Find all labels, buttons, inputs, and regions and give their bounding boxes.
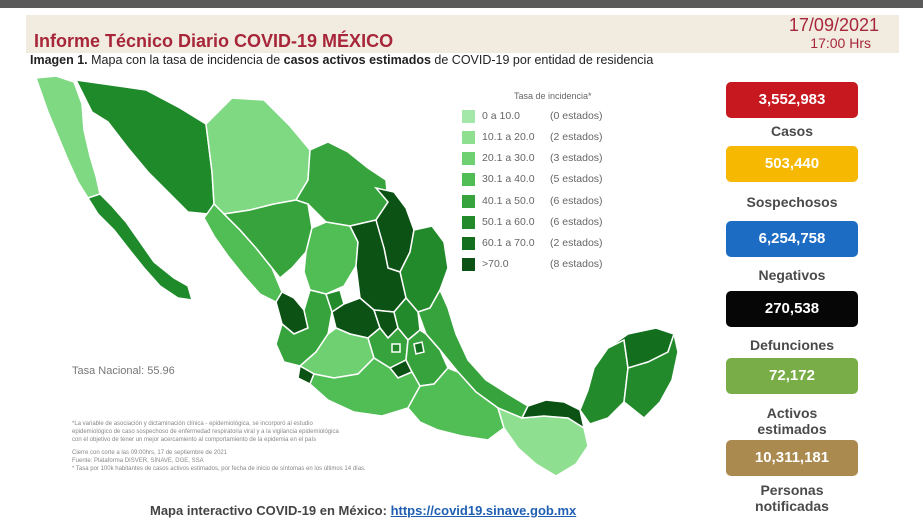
footnote-line: *La variable de asociación y dictaminaci… — [72, 421, 313, 427]
state-chihuahua — [205, 97, 311, 215]
report-date: 17/09/2021 — [788, 15, 879, 35]
state-baja-california — [34, 75, 101, 199]
legend-count: (6 estados) — [550, 195, 603, 207]
legend-count: (3 estados) — [550, 152, 603, 164]
legend-swatch — [462, 216, 475, 229]
report-title: Informe Técnico Diario COVID-19 MÉXICO — [34, 31, 394, 51]
stat-label: Defunciones — [749, 337, 834, 353]
stat-label: Casos — [770, 123, 814, 139]
legend-swatch — [462, 110, 475, 123]
legend-swatch — [462, 237, 475, 250]
top-bar — [0, 0, 923, 8]
stat-label: Sospechosos — [746, 194, 838, 210]
state-quintana-roo — [623, 331, 679, 420]
footer: Mapa interactivo COVID-19 en México: htt… — [150, 503, 576, 518]
caption-bold: casos activos estimados — [283, 53, 431, 67]
mexico-incidence-map — [34, 75, 679, 477]
state-veracruz — [417, 288, 529, 419]
stat-value-box: 10,311,181 — [726, 440, 858, 476]
legend-count: (2 estados) — [550, 237, 603, 249]
legend-range: 10.1 a 20.0 — [482, 131, 535, 143]
legend-swatch — [462, 173, 475, 186]
state-ciudad-de-mexico — [391, 343, 401, 353]
legend-range: 20.1 a 30.0 — [482, 152, 535, 164]
legend-count: (5 estados) — [550, 173, 603, 185]
report-time: 17:00 Hrs — [810, 35, 871, 51]
legend-count: (0 estados) — [550, 110, 603, 122]
state-guerrero — [309, 357, 421, 417]
footnote-line: Fuente: Plataforma DISVER, SINAVE, DGE, … — [72, 458, 204, 464]
state-tlaxcala — [413, 341, 425, 355]
legend-range: 30.1 a 40.0 — [482, 173, 535, 185]
state-zacatecas — [303, 221, 359, 295]
legend-swatch — [462, 152, 475, 165]
stat-value-box: 72,172 — [726, 358, 858, 394]
state-sonora — [74, 79, 215, 215]
legend-range: 60.1 a 70.0 — [482, 237, 535, 249]
stat-label: Negativos — [758, 267, 826, 283]
legend-count: (6 estados) — [550, 216, 603, 228]
caption-prefix: Imagen 1. — [30, 53, 88, 67]
stat-value-box: 6,254,758 — [726, 221, 858, 257]
caption-part1: Mapa con la tasa de incidencia de — [87, 53, 284, 67]
sinave-link[interactable]: https://covid19.sinave.gob.mx — [390, 503, 577, 518]
stat-value-box: 270,538 — [726, 291, 858, 327]
footer-text: Mapa interactivo COVID-19 en México: — [150, 503, 391, 518]
report-header: Informe Técnico Diario COVID-19 MÉXICO 1… — [26, 15, 899, 53]
stat-value-box: 503,440 — [726, 146, 858, 182]
national-rate: Tasa Nacional: 55.96 — [72, 365, 175, 377]
caption-part2: de COVID-19 por entidad de residencia — [430, 53, 654, 67]
image-caption: Imagen 1. Mapa con la tasa de incidencia… — [30, 53, 653, 67]
legend-swatch — [462, 131, 475, 144]
state-chiapas — [496, 406, 589, 477]
stat-label: Activos estimados — [757, 405, 827, 437]
legend-range: 50.1 a 60.0 — [482, 216, 535, 228]
map-footnotes: *La variable de asociación y dictaminaci… — [72, 420, 432, 473]
legend-count: (2 estados) — [550, 131, 603, 143]
footnote-line: Cierre con corte a las 09:00hrs, 17 de s… — [72, 450, 228, 456]
stat-value-box: 3,552,983 — [726, 82, 858, 118]
legend-range: >70.0 — [482, 258, 509, 270]
state-baja-california-sur — [86, 193, 194, 301]
stat-label: Personas notificadas — [755, 482, 829, 514]
footnote-line: * Tasa por 100k habitantes de casos acti… — [72, 466, 366, 472]
legend-swatch — [462, 258, 475, 271]
legend-range: 40.1 a 50.0 — [482, 195, 535, 207]
legend-title: Tasa de incidencia* — [514, 91, 592, 101]
footnote-line: con el objetivo de tener un mejor acerca… — [72, 437, 317, 443]
legend-range: 0 a 10.0 — [482, 110, 520, 122]
legend-count: (8 estados) — [550, 258, 603, 270]
legend-swatch — [462, 195, 475, 208]
footnote-line: epidemiológico de caso sospechoso de enf… — [72, 429, 339, 435]
state-campeche — [579, 338, 629, 425]
